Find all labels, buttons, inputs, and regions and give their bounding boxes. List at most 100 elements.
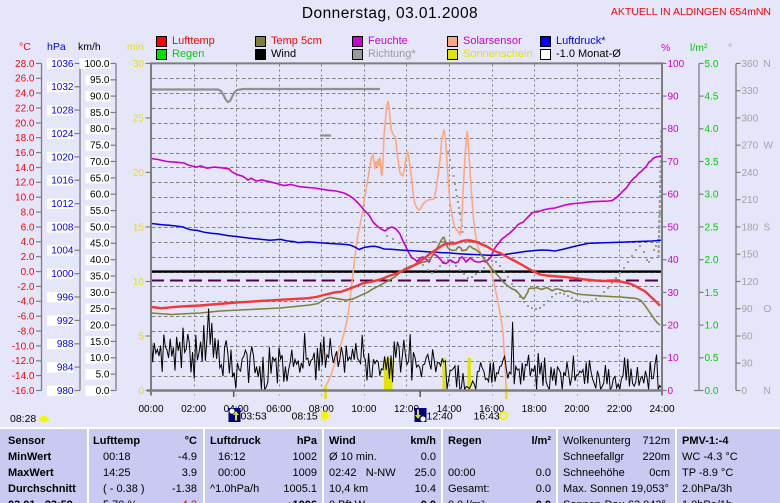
svg-text:988: 988 [57,339,74,350]
svg-text:10: 10 [133,277,145,288]
svg-text:-8.0: -8.0 [17,326,35,337]
svg-text:14:00: 14:00 [437,404,462,415]
svg-text:1024: 1024 [51,129,74,140]
svg-text:270: 270 [742,141,759,152]
svg-text:22.0: 22.0 [15,103,35,114]
svg-text:2.0: 2.0 [21,252,35,263]
svg-text:240: 240 [742,168,759,179]
svg-text:4.0: 4.0 [21,237,35,248]
svg-text:-6.0: -6.0 [17,312,35,323]
svg-text:25.0: 25.0 [90,304,110,315]
svg-text:12:40: 12:40 [427,411,453,423]
svg-text:0: 0 [742,386,748,397]
svg-text:984: 984 [57,363,74,374]
svg-text:10:00: 10:00 [351,404,376,415]
svg-text:300: 300 [742,113,759,124]
svg-text:30: 30 [742,359,754,370]
svg-text:14.0: 14.0 [15,163,35,174]
svg-text:5: 5 [138,331,144,342]
svg-text:60: 60 [742,331,754,342]
svg-text:-14.0: -14.0 [12,371,35,382]
svg-text:40: 40 [668,255,680,266]
svg-text:3.0: 3.0 [705,190,719,201]
svg-text:10.0: 10.0 [90,353,110,364]
svg-text:1028: 1028 [51,106,74,117]
svg-text:24.0: 24.0 [15,89,35,100]
svg-text:O: O [764,304,772,315]
svg-text:8.0: 8.0 [21,208,35,219]
svg-text:1032: 1032 [51,82,74,93]
svg-text:10: 10 [668,353,680,364]
svg-text:330: 330 [742,86,759,97]
svg-text:2.0: 2.0 [705,255,719,266]
svg-text:60.0: 60.0 [90,190,110,201]
svg-text:1016: 1016 [51,176,74,187]
svg-text:15.0: 15.0 [90,337,110,348]
svg-text:2.5: 2.5 [705,222,719,233]
svg-text:S: S [764,222,771,233]
svg-text:10.0: 10.0 [15,193,35,204]
svg-text:150: 150 [742,250,759,261]
svg-text:30: 30 [668,288,680,299]
svg-text:20.0: 20.0 [15,118,35,129]
svg-text:06:00: 06:00 [266,404,291,415]
svg-text:18.0: 18.0 [15,133,35,144]
svg-text:00:00: 00:00 [138,404,163,415]
svg-text:W: W [764,141,774,152]
svg-text:4.5: 4.5 [705,92,719,103]
svg-text:980: 980 [57,386,74,397]
svg-text:02:00: 02:00 [181,404,206,415]
svg-text:20: 20 [133,168,145,179]
svg-text:20:00: 20:00 [564,404,589,415]
svg-text:120: 120 [742,277,759,288]
svg-text:0: 0 [668,386,674,397]
svg-text:60: 60 [668,190,680,201]
svg-text:80: 80 [668,124,680,135]
svg-text:-4.0: -4.0 [17,297,35,308]
svg-text:28.0: 28.0 [15,59,35,70]
svg-text:100: 100 [668,59,685,70]
svg-text:3.5: 3.5 [705,157,719,168]
svg-text:90.0: 90.0 [90,92,110,103]
svg-text:1000: 1000 [51,269,74,280]
svg-text:1.5: 1.5 [705,288,719,299]
svg-text:90: 90 [742,304,754,315]
svg-text:08:28: 08:28 [10,413,36,425]
svg-text:16.0: 16.0 [15,148,35,159]
svg-text:12:00: 12:00 [394,404,419,415]
svg-text:18:00: 18:00 [522,404,547,415]
svg-text:03:53: 03:53 [241,411,267,423]
svg-text:210: 210 [742,195,759,206]
svg-text:1020: 1020 [51,152,74,163]
svg-text:992: 992 [57,316,74,327]
svg-text:-12.0: -12.0 [12,356,35,367]
svg-text:6.0: 6.0 [21,222,35,233]
svg-text:25: 25 [133,113,145,124]
svg-text:0.0: 0.0 [21,267,35,278]
svg-text:35.0: 35.0 [90,271,110,282]
svg-text:70.0: 70.0 [90,157,110,168]
svg-text:996: 996 [57,292,74,303]
svg-text:85.0: 85.0 [90,108,110,119]
svg-text:08:00: 08:00 [309,404,334,415]
svg-text:08:15: 08:15 [292,411,318,423]
svg-text:90: 90 [668,92,680,103]
svg-text:30.0: 30.0 [90,288,110,299]
svg-text:95.0: 95.0 [90,75,110,86]
svg-text:70: 70 [668,157,680,168]
svg-text:0.5: 0.5 [705,353,719,364]
svg-text:5.0: 5.0 [96,370,110,381]
svg-text:-16.0: -16.0 [12,386,35,397]
svg-text:40.0: 40.0 [90,255,110,266]
svg-text:45.0: 45.0 [90,239,110,250]
svg-text:22:00: 22:00 [607,404,632,415]
svg-text:100.0: 100.0 [84,59,109,70]
svg-text:0: 0 [138,386,144,397]
svg-text:16:43: 16:43 [474,411,500,423]
svg-text:50: 50 [668,222,680,233]
svg-text:20: 20 [668,321,680,332]
svg-text:N: N [764,386,771,397]
svg-text:1012: 1012 [51,199,74,210]
svg-text:16:00: 16:00 [479,404,504,415]
svg-text:75.0: 75.0 [90,141,110,152]
